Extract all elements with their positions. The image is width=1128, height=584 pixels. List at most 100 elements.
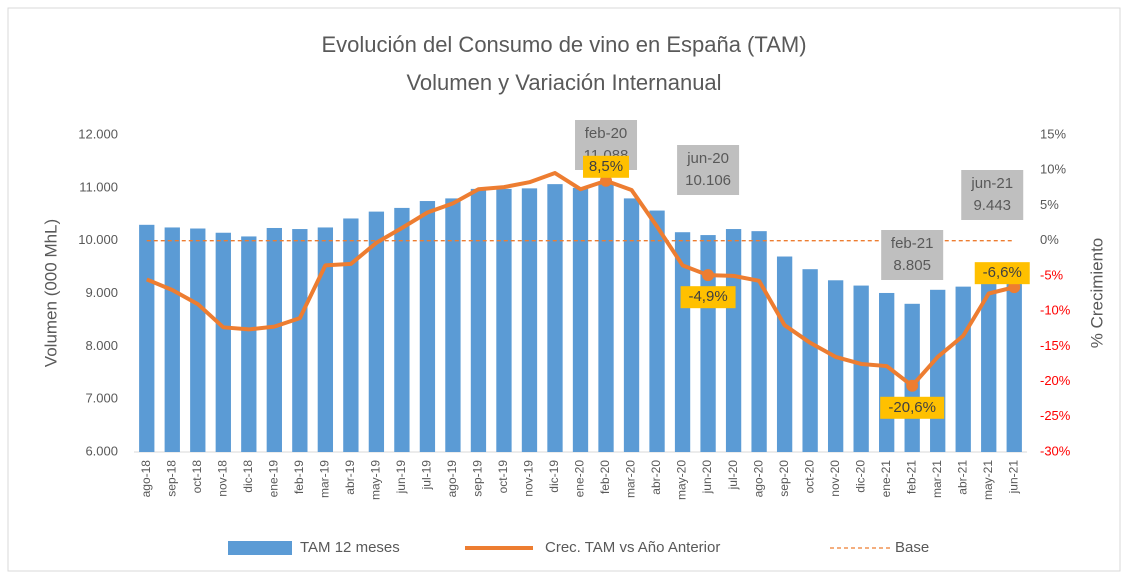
x-tick-label: may-19 [369,460,383,500]
x-tick-label: sep-20 [777,460,791,497]
y-axis-label: Volumen (000 MhL) [41,219,60,367]
legend-swatch [228,541,292,555]
x-tick-label: feb-19 [292,460,306,494]
data-label-box [583,155,630,178]
x-tick-label: ene-21 [879,460,893,498]
annotation-category: jun-20 [686,150,729,167]
annotation-category: jun-21 [970,175,1013,192]
y2-tick-label: 10% [1040,162,1066,177]
y-tick-label: 8.000 [85,338,118,353]
x-tick-label: oct-18 [190,460,204,494]
bar [164,227,180,452]
data-label-box [680,286,736,309]
bar [1006,270,1022,452]
y2-tick-label: -20% [1040,373,1071,388]
y-tick-label: 7.000 [85,391,118,406]
annotation-category: feb-21 [891,235,934,252]
y2-tick-label: -15% [1040,338,1071,353]
x-tick-label: ene-19 [267,460,281,498]
bar [853,285,869,452]
x-tick-label: ago-19 [445,460,459,498]
x-tick-label: nov-20 [828,460,842,497]
x-tick-label: feb-21 [904,460,918,494]
x-tick-label: oct-19 [496,460,510,494]
x-tick-label: feb-20 [598,460,612,494]
bar [470,188,487,452]
data-label: 9.443 [973,197,1011,214]
bar [266,227,282,452]
bar [700,235,716,452]
y-tick-label: 12.000 [78,126,118,141]
bar [292,229,308,452]
bar [598,183,614,452]
bar [215,232,231,452]
x-tick-label: sep-18 [164,460,178,497]
x-tick-label: ago-20 [751,460,765,498]
chart-subtitle: Volumen y Variación Internanual [406,70,721,95]
y2-tick-label: -10% [1040,303,1071,318]
bar [776,256,793,452]
y2-tick-label: 5% [1040,197,1059,212]
x-tick-label: oct-20 [802,460,816,494]
x-tick-label: jul-20 [726,460,740,491]
x-tick-label: may-21 [981,460,995,500]
annotation-box [961,170,1024,220]
y2-tick-label: 15% [1040,126,1066,141]
x-tick-label: abr-19 [343,460,357,495]
bar [955,286,971,452]
y2-tick-label: -30% [1040,443,1071,458]
bar [190,228,206,452]
x-tick-label: jul-19 [420,460,434,491]
y2-tick-label: -5% [1040,267,1064,282]
x-tick-label: dic-18 [241,460,255,493]
y-tick-label: 6.000 [85,443,118,458]
x-tick-label: may-20 [675,460,689,500]
data-label-box [974,262,1030,285]
bar [521,188,538,452]
y2-tick-label: -25% [1040,408,1071,423]
line-marker [906,379,919,392]
data-label: -20,6% [888,399,936,416]
y2-axis-label: % Crecimiento [1087,238,1106,349]
x-tick-label: dic-19 [547,460,561,493]
data-label: 8.805 [893,257,931,274]
chart-title: Evolución del Consumo de vino en España … [321,32,806,57]
bar [751,231,767,452]
data-label-box [880,396,945,419]
y-tick-label: 11.000 [79,179,118,194]
y-tick-label: 10.000 [78,232,118,247]
annotation-box [881,230,944,280]
data-label: 8,5% [589,158,623,175]
x-tick-label: abr-20 [649,460,663,495]
y2-tick-label: 0% [1040,232,1059,247]
x-tick-label: jun-20 [700,460,714,495]
bar [241,236,257,452]
bar [496,188,512,452]
annotation-box [677,145,740,195]
x-tick-label: sep-19 [471,460,485,497]
bar [419,201,436,452]
bar [368,211,385,452]
line-marker [702,269,715,282]
bar [725,229,742,452]
bar [394,207,410,452]
line [145,171,1015,388]
x-tick-label: mar-21 [930,460,944,498]
bar [623,198,640,452]
bar [572,187,589,453]
data-label: -4,9% [688,288,727,305]
bar [445,198,461,452]
legend-label: Base [895,539,929,556]
x-tick-label: mar-20 [624,460,638,498]
x-tick-label: ago-18 [139,460,153,498]
data-label: -6,6% [983,264,1022,281]
bar [827,280,844,452]
bar [649,210,665,452]
bar [547,184,563,452]
legend-label: TAM 12 meses [300,539,400,556]
y-tick-label: 9.000 [85,285,118,300]
legend-label: Crec. TAM vs Año Anterior [545,539,720,556]
bar [317,227,334,452]
x-tick-label: nov-19 [522,460,536,497]
